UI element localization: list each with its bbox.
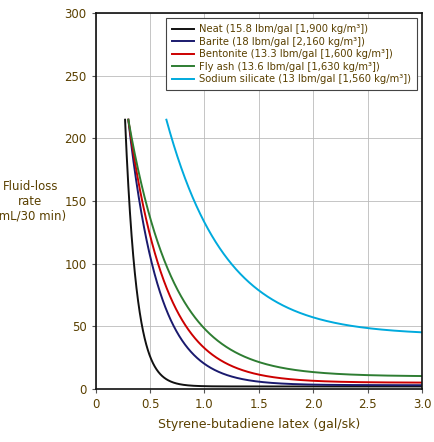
Fly ash (13.6 lbm/gal [1,630 kg/m³]) bbox=[418, 373, 424, 379]
Fly ash (13.6 lbm/gal [1,630 kg/m³]) bbox=[222, 344, 227, 349]
Sodium silicate (13 lbm/gal [1,560 kg/m³]) bbox=[197, 211, 202, 217]
Fly ash (13.6 lbm/gal [1,630 kg/m³]) bbox=[125, 117, 131, 122]
Fly ash (13.6 lbm/gal [1,630 kg/m³]) bbox=[342, 372, 347, 377]
Neat (15.8 lbm/gal [1,900 kg/m³]) bbox=[275, 384, 280, 389]
X-axis label: Styrene-butadiene latex (gal/sk): Styrene-butadiene latex (gal/sk) bbox=[158, 418, 359, 431]
Bentonite (13.3 lbm/gal [1,600 kg/m³]) bbox=[125, 117, 131, 122]
Barite (18 lbm/gal [2,160 kg/m³]) bbox=[342, 382, 347, 388]
Sodium silicate (13 lbm/gal [1,560 kg/m³]) bbox=[418, 330, 424, 335]
Barite (18 lbm/gal [2,160 kg/m³]) bbox=[417, 382, 422, 388]
Y-axis label: Fluid-loss
rate
(mL/30 min): Fluid-loss rate (mL/30 min) bbox=[0, 179, 66, 223]
Legend: Neat (15.8 lbm/gal [1,900 kg/m³]), Barite (18 lbm/gal [2,160 kg/m³]), Bentonite : Neat (15.8 lbm/gal [1,900 kg/m³]), Barit… bbox=[165, 18, 416, 90]
Sodium silicate (13 lbm/gal [1,560 kg/m³]) bbox=[374, 327, 379, 332]
Bentonite (13.3 lbm/gal [1,600 kg/m³]) bbox=[294, 377, 299, 382]
Line: Sodium silicate (13 lbm/gal [1,560 kg/m³]): Sodium silicate (13 lbm/gal [1,560 kg/m³… bbox=[166, 120, 421, 332]
Bentonite (13.3 lbm/gal [1,600 kg/m³]) bbox=[417, 380, 422, 385]
Neat (15.8 lbm/gal [1,900 kg/m³]) bbox=[418, 384, 424, 389]
Barite (18 lbm/gal [2,160 kg/m³]) bbox=[294, 381, 299, 387]
Sodium silicate (13 lbm/gal [1,560 kg/m³]) bbox=[369, 326, 374, 332]
Sodium silicate (13 lbm/gal [1,560 kg/m³]) bbox=[251, 284, 256, 289]
Neat (15.8 lbm/gal [1,900 kg/m³]) bbox=[122, 117, 128, 122]
Fly ash (13.6 lbm/gal [1,630 kg/m³]) bbox=[294, 368, 299, 373]
Barite (18 lbm/gal [2,160 kg/m³]) bbox=[222, 372, 227, 377]
Line: Barite (18 lbm/gal [2,160 kg/m³]): Barite (18 lbm/gal [2,160 kg/m³]) bbox=[128, 120, 421, 385]
Neat (15.8 lbm/gal [1,900 kg/m³]) bbox=[292, 384, 297, 389]
Neat (15.8 lbm/gal [1,900 kg/m³]) bbox=[163, 377, 168, 382]
Bentonite (13.3 lbm/gal [1,600 kg/m³]) bbox=[412, 380, 418, 385]
Neat (15.8 lbm/gal [1,900 kg/m³]) bbox=[370, 384, 375, 389]
Barite (18 lbm/gal [2,160 kg/m³]) bbox=[418, 382, 424, 388]
Neat (15.8 lbm/gal [1,900 kg/m³]) bbox=[401, 384, 407, 389]
Bentonite (13.3 lbm/gal [1,600 kg/m³]) bbox=[222, 360, 227, 366]
Neat (15.8 lbm/gal [1,900 kg/m³]) bbox=[414, 384, 419, 389]
Fly ash (13.6 lbm/gal [1,630 kg/m³]) bbox=[325, 371, 330, 376]
Sodium silicate (13 lbm/gal [1,560 kg/m³]) bbox=[345, 323, 350, 328]
Barite (18 lbm/gal [2,160 kg/m³]) bbox=[412, 382, 418, 388]
Line: Bentonite (13.3 lbm/gal [1,600 kg/m³]): Bentonite (13.3 lbm/gal [1,600 kg/m³]) bbox=[128, 120, 421, 383]
Barite (18 lbm/gal [2,160 kg/m³]) bbox=[125, 117, 131, 122]
Sodium silicate (13 lbm/gal [1,560 kg/m³]) bbox=[164, 117, 169, 122]
Barite (18 lbm/gal [2,160 kg/m³]) bbox=[325, 382, 330, 388]
Line: Fly ash (13.6 lbm/gal [1,630 kg/m³]): Fly ash (13.6 lbm/gal [1,630 kg/m³]) bbox=[128, 120, 421, 376]
Sodium silicate (13 lbm/gal [1,560 kg/m³]) bbox=[263, 293, 269, 299]
Bentonite (13.3 lbm/gal [1,600 kg/m³]) bbox=[325, 379, 330, 384]
Fly ash (13.6 lbm/gal [1,630 kg/m³]) bbox=[417, 373, 422, 379]
Bentonite (13.3 lbm/gal [1,600 kg/m³]) bbox=[342, 379, 347, 385]
Fly ash (13.6 lbm/gal [1,630 kg/m³]) bbox=[412, 373, 418, 379]
Line: Neat (15.8 lbm/gal [1,900 kg/m³]): Neat (15.8 lbm/gal [1,900 kg/m³]) bbox=[125, 120, 421, 386]
Bentonite (13.3 lbm/gal [1,600 kg/m³]) bbox=[418, 380, 424, 385]
